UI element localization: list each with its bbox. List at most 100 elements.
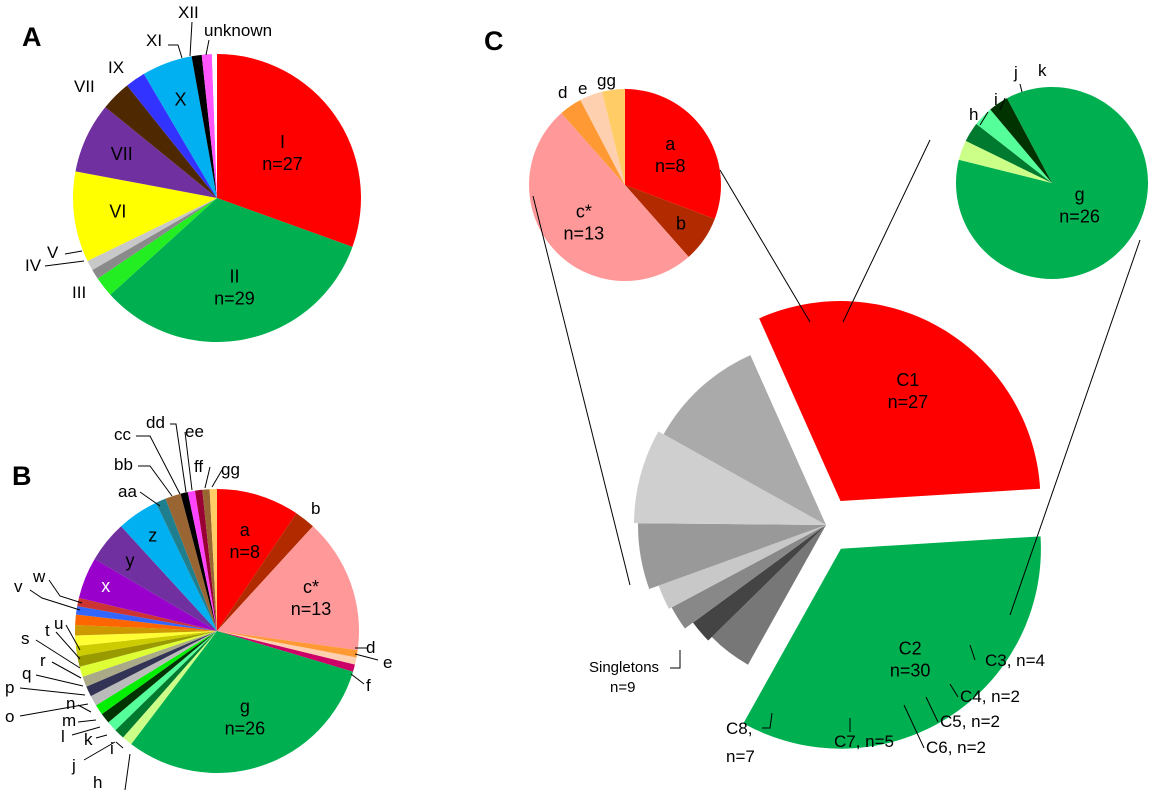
label-c2-k: k <box>1038 61 1047 80</box>
leader-singletons <box>670 650 681 669</box>
pie-b-slice-label-1: a <box>240 520 251 540</box>
label-a-iv: IV <box>25 256 42 275</box>
label-singletons-line1: Singletons <box>589 659 659 676</box>
label-b-l: l <box>61 727 65 746</box>
pie-b-slice-29 <box>180 492 217 631</box>
leader-c3 <box>969 644 976 661</box>
pie-c2-slice-count-1: n=26 <box>1059 207 1100 227</box>
label-c7: C7, n=5 <box>834 732 894 751</box>
pie-c-slice-count-1: n=27 <box>888 392 929 412</box>
pie-b-slice-6 <box>217 631 355 672</box>
label-b-s: s <box>21 629 30 648</box>
pie-b-slice-15 <box>82 631 217 687</box>
connector-c2-right <box>1009 239 1141 616</box>
leader-b-i <box>115 741 124 749</box>
pie-b-slice-16 <box>79 631 217 677</box>
leader-c2-j <box>1019 83 1023 93</box>
label-b-r: r <box>40 651 46 670</box>
leader-b-k <box>95 734 108 739</box>
pie-b-slice-14 <box>86 631 218 697</box>
pie-a-slice-count-1: n=27 <box>262 154 303 174</box>
leader-b-r <box>51 661 82 679</box>
pie-b-slice-17 <box>77 631 217 667</box>
pie-c1-slice-count-3: n=13 <box>564 223 605 243</box>
pie-a-slice-10 <box>143 56 217 199</box>
pie-b-slice-13 <box>90 631 217 706</box>
pie-a-slice-9 <box>127 73 217 198</box>
pie-b-slice-3 <box>217 526 359 651</box>
leader-b-o <box>19 703 89 717</box>
label-b-dd: dd <box>146 413 165 432</box>
connector-c1-right <box>719 169 811 323</box>
pie-c1-slice-label-2: b <box>676 214 686 234</box>
pie-b-slice-21 <box>75 614 218 631</box>
pie-chart-a: In=27 IIn=29 VI VII X <box>73 54 362 342</box>
label-c5: C5, n=2 <box>940 712 1000 731</box>
label-b-h: h <box>93 773 102 792</box>
label-b-p: p <box>5 678 14 697</box>
leader-b-u <box>65 624 81 651</box>
pie-b-slice-26 <box>121 502 217 631</box>
pie-b-slice-28 <box>165 493 217 631</box>
leader-b-e <box>354 653 379 661</box>
pie-a-slice-4 <box>92 198 217 279</box>
pie-c2-slice-4 <box>976 109 1052 183</box>
pie-b-slice-label-3: c* <box>303 577 319 597</box>
label-b-aa: aa <box>118 482 137 501</box>
label-b-bb: bb <box>114 455 133 474</box>
pie-c1-slice-6 <box>602 89 625 185</box>
pie-b-slice-12 <box>96 631 217 715</box>
leader-b-j <box>83 741 116 761</box>
label-b-q: q <box>22 664 31 683</box>
leader-b-cc <box>136 435 181 495</box>
label-b-f: f <box>366 676 371 695</box>
label-c1-gg: gg <box>597 71 616 90</box>
pie-b-slice-count-1: n=8 <box>230 542 261 562</box>
pie-c1-slice-label-3: c* <box>576 201 592 221</box>
pie-b-slice-9 <box>115 631 217 738</box>
pie-a-slice-label-1: I <box>280 132 285 152</box>
pie-b-slice-label-7: g <box>240 697 250 717</box>
pie-a-slice-6 <box>73 171 217 261</box>
pie-a-slice-count-2: n=29 <box>214 288 255 308</box>
label-a-xii: XII <box>178 3 199 22</box>
label-b-b: b <box>311 499 320 518</box>
leader-b-m <box>77 719 97 723</box>
label-b-n: n <box>66 694 75 713</box>
pie-b-slice-32 <box>202 489 217 631</box>
pie-chart-c2-breakdown: gn=26 <box>956 86 1148 279</box>
pie-c-slice-7 <box>638 523 826 590</box>
pie-b-slice-19 <box>75 631 218 646</box>
pie-c2-slice-3 <box>965 123 1052 183</box>
label-b-ee: ee <box>185 422 204 441</box>
pie-a-slice-5 <box>87 198 217 270</box>
label-b-cc: cc <box>114 425 132 444</box>
pie-a-slice-8 <box>105 85 217 198</box>
label-c2-i: i <box>994 90 998 109</box>
leader-b-v <box>29 589 81 611</box>
label-c1-d: d <box>558 83 567 102</box>
label-b-d: d <box>366 638 375 657</box>
leader-b-h <box>124 753 131 791</box>
label-c8-line1: C8, <box>726 719 752 738</box>
pie-b-slice-18 <box>75 631 218 657</box>
pie-a-slice-label-7: VII <box>111 144 133 164</box>
label-a-v: V <box>47 243 59 262</box>
leader-b-dd <box>170 423 187 493</box>
pie-c1-slice-4 <box>561 99 625 185</box>
pie-c-slice-label-2: C2 <box>899 639 922 659</box>
pie-chart-b: an=8 c*n=13 gn=26 xyz <box>75 489 359 773</box>
pie-c1-slice-2 <box>625 185 715 257</box>
pie-c-slice-3 <box>711 525 826 665</box>
pie-b-slice-22 <box>75 606 217 631</box>
label-c3: C3, n=4 <box>985 651 1045 670</box>
panel-c-labels: d e gg h i j k C3, n=4 C4, n=2 C5, n=2 C… <box>558 61 1047 766</box>
pie-b-slice-count-7: n=26 <box>225 719 266 739</box>
label-c2-j: j <box>1013 63 1018 82</box>
pie-c2-slice-5 <box>990 98 1052 183</box>
pie-c1-slice-count-1: n=8 <box>655 156 686 176</box>
pie-a-slice-7 <box>75 107 217 198</box>
connector-c2-left <box>842 139 931 323</box>
zoom-connectors <box>532 139 1141 616</box>
